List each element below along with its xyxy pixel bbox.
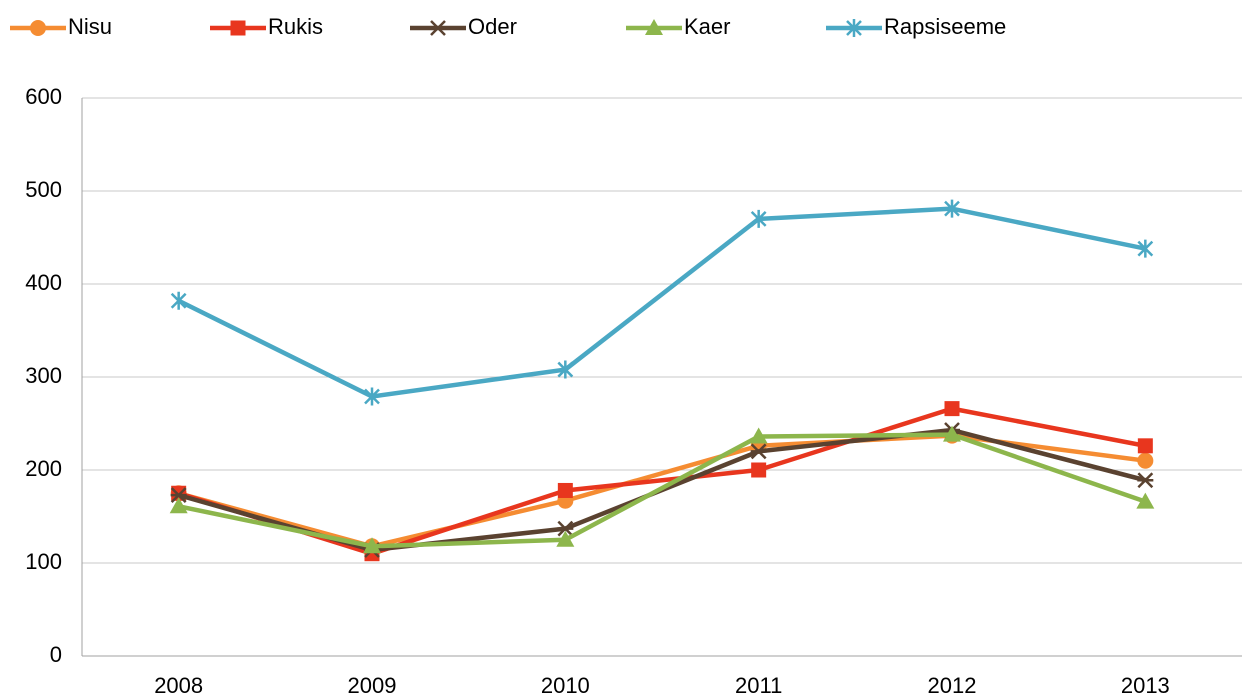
x-tick-label: 2010 bbox=[541, 673, 590, 698]
x-tick-label: 2009 bbox=[348, 673, 397, 698]
y-tick-label: 300 bbox=[25, 363, 62, 388]
legend-label: Kaer bbox=[684, 14, 730, 39]
data-point bbox=[557, 360, 574, 379]
legend-item: Rukis bbox=[210, 14, 323, 39]
data-point bbox=[1137, 472, 1154, 489]
data-point bbox=[944, 199, 960, 218]
series-line bbox=[177, 406, 1146, 556]
x-tick-label: 2008 bbox=[154, 673, 203, 698]
y-tick-label: 200 bbox=[25, 456, 62, 481]
y-tick-label: 600 bbox=[25, 84, 62, 109]
data-point bbox=[170, 487, 187, 503]
legend-marker bbox=[430, 20, 446, 36]
data-point bbox=[1137, 452, 1154, 469]
data-point bbox=[944, 401, 960, 417]
x-tick-label: 2011 bbox=[735, 673, 782, 698]
data-point bbox=[749, 427, 768, 444]
data-point bbox=[557, 520, 574, 537]
y-tick-label: 500 bbox=[25, 177, 62, 202]
data-point bbox=[1137, 438, 1153, 454]
legend-item: Kaer bbox=[626, 14, 730, 39]
data-point bbox=[1136, 492, 1155, 509]
legend-label: Rukis bbox=[268, 14, 323, 39]
data-point bbox=[943, 425, 961, 442]
data-point bbox=[363, 537, 381, 554]
legend-label: Nisu bbox=[68, 14, 112, 39]
legend-item: Rapsiseeme bbox=[826, 14, 1006, 39]
legend-marker bbox=[645, 19, 663, 35]
legend-item: Nisu bbox=[10, 14, 112, 39]
series-line bbox=[178, 432, 1147, 549]
legend-marker bbox=[230, 20, 246, 36]
data-point bbox=[1137, 239, 1154, 258]
data-point bbox=[556, 530, 575, 547]
data-point bbox=[751, 462, 767, 478]
x-tick-label: 2012 bbox=[928, 673, 977, 698]
data-point bbox=[169, 497, 188, 514]
x-tick-label: 2013 bbox=[1121, 673, 1170, 698]
legend-label: Rapsiseeme bbox=[884, 14, 1006, 39]
legend-marker bbox=[30, 20, 46, 36]
y-tick-label: 400 bbox=[25, 270, 62, 295]
data-point bbox=[170, 291, 187, 310]
data-point bbox=[750, 209, 767, 228]
y-tick-label: 100 bbox=[25, 549, 62, 574]
legend-label: Oder bbox=[468, 14, 517, 39]
data-point bbox=[557, 482, 573, 498]
legend-marker bbox=[846, 19, 862, 37]
data-point bbox=[364, 387, 380, 406]
series-line bbox=[177, 206, 1146, 399]
data-point bbox=[750, 443, 767, 460]
legend-item: Oder bbox=[410, 14, 517, 39]
y-tick-label: 0 bbox=[50, 642, 62, 667]
